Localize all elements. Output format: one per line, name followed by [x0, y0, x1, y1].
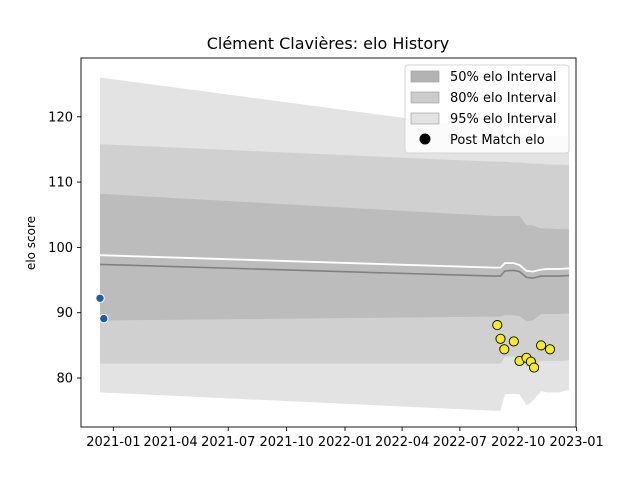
- axes: 80 90 100 110 120 2021-01 2021-04 2021-07 2021-1…: [48, 57, 604, 450]
- legend: 50% elo Interval 80% elo Interval 95% elo …: [404, 64, 570, 154]
- upper-reference-line: [99, 254, 570, 273]
- post-match-point: [95, 293, 105, 303]
- interval-bands: [100, 77, 569, 411]
- x-tick-label: 2022-07: [433, 435, 487, 450]
- post-match-point: [492, 320, 503, 331]
- post-match-point: [99, 313, 109, 324]
- y-tick-label: 110: [48, 176, 73, 191]
- mean-line: [99, 263, 570, 279]
- y-tick-label: 120: [48, 110, 73, 125]
- y-tick-label: 90: [56, 306, 73, 321]
- legend-label: 95% elo Interval: [450, 112, 557, 127]
- x-tick-label: 2022-01: [318, 435, 372, 450]
- x-tick-label: 2021-07: [201, 435, 255, 450]
- x-tick-label: 2021-10: [259, 435, 313, 450]
- legend-label: Post Match elo: [450, 133, 545, 148]
- post-match-point: [508, 336, 519, 347]
- chart-title: Clément Clavières: elo History: [207, 34, 450, 53]
- legend-swatch: [410, 91, 440, 104]
- post-match-point: [529, 362, 540, 373]
- y-tick-label: 100: [48, 241, 73, 256]
- legend-label: 50% elo Interval: [450, 70, 557, 85]
- x-tick-label: 2021-04: [143, 435, 197, 450]
- post-match-point: [536, 340, 547, 351]
- band-50pct: [100, 193, 569, 322]
- legend-swatch: [410, 70, 440, 83]
- post-match-point: [499, 344, 510, 355]
- post-match-point: [544, 344, 556, 355]
- legend-label: 80% elo Interval: [450, 91, 557, 106]
- x-tick-label: 2021-01: [86, 435, 140, 450]
- x-tick-label: 2022-04: [375, 435, 429, 450]
- y-tick-label: 80: [56, 372, 73, 387]
- x-tick-label: 2023-01: [549, 435, 603, 450]
- post-match-points: [95, 293, 556, 373]
- y-axis-label: elo score: [24, 216, 38, 270]
- legend-box: [404, 64, 570, 154]
- legend-marker: [419, 133, 431, 145]
- legend-swatch: [410, 112, 440, 125]
- post-match-point: [495, 333, 506, 344]
- rating-lines: [99, 254, 570, 279]
- x-tick-label: 2022-10: [491, 435, 545, 450]
- axes-frame: [80, 57, 577, 428]
